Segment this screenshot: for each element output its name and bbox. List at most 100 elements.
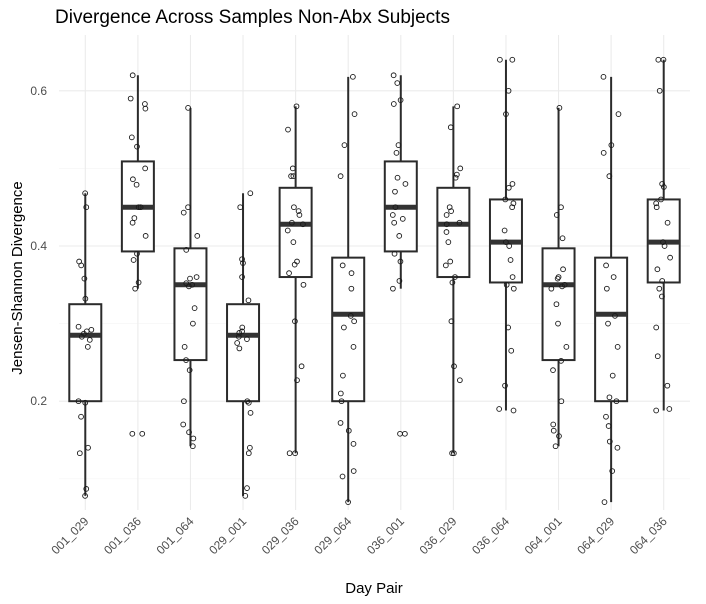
x-tick-label: 036_001 (364, 514, 407, 557)
data-point (244, 398, 251, 405)
data-point (666, 406, 673, 412)
data-point (78, 333, 85, 340)
data-point (142, 233, 149, 239)
data-point (609, 468, 616, 474)
box (68, 303, 103, 403)
data-point (285, 126, 291, 133)
point-layer (75, 56, 673, 505)
x-tick-label: 029_064 (311, 514, 354, 557)
data-point (667, 254, 673, 261)
x-tick-label: 036_064 (469, 514, 512, 557)
data-point (291, 261, 298, 268)
y-tick-label: 0.6 (30, 84, 47, 98)
data-point (550, 367, 556, 374)
data-point (558, 357, 564, 364)
data-point (550, 421, 557, 428)
data-point (142, 165, 149, 172)
data-point (604, 285, 610, 292)
data-point (298, 363, 305, 370)
data-point (653, 407, 660, 414)
data-point (509, 181, 516, 187)
data-point (390, 72, 397, 79)
data-point (133, 181, 140, 188)
data-point (397, 258, 404, 265)
data-point (510, 285, 517, 292)
data-point (505, 184, 512, 191)
data-point (601, 499, 608, 505)
data-point (288, 173, 294, 180)
data-point (453, 171, 460, 178)
data-point (76, 450, 83, 457)
y-tick-label: 0.4 (30, 239, 47, 253)
data-point (130, 176, 136, 183)
data-point (247, 444, 253, 451)
data-point (505, 87, 512, 94)
data-point (661, 243, 668, 249)
data-point (84, 344, 91, 350)
data-point (402, 181, 409, 187)
data-point (296, 212, 303, 218)
data-point (348, 285, 355, 292)
box (436, 186, 471, 279)
data-point (286, 450, 293, 457)
data-point (244, 336, 250, 342)
data-point (614, 344, 621, 350)
data-point (393, 150, 400, 156)
data-point (295, 208, 302, 214)
x-tick-label: 001_029 (48, 514, 91, 557)
data-point (660, 56, 667, 63)
data-point (558, 398, 565, 405)
data-point (293, 103, 300, 110)
data-point (186, 429, 192, 436)
data-point (559, 283, 565, 290)
data-point (610, 274, 617, 280)
x-tick-label: 064_036 (627, 514, 670, 557)
data-point (292, 318, 298, 325)
data-point (186, 283, 192, 290)
box (226, 303, 261, 403)
data-point (237, 204, 244, 211)
x-axis-title: Day Pair (345, 580, 403, 597)
data-point (664, 382, 671, 389)
data-point (656, 87, 663, 94)
data-point (83, 204, 90, 211)
data-point (390, 285, 396, 292)
y-tick-label: 0.2 (30, 394, 47, 408)
data-point (659, 181, 665, 187)
data-point (448, 208, 454, 214)
data-point (78, 262, 85, 269)
data-point (247, 190, 254, 197)
data-point (395, 142, 402, 148)
data-point (505, 324, 511, 331)
data-point (659, 293, 665, 300)
data-point (300, 281, 307, 288)
chart-title: Divergence Across Samples Non-Abx Subjec… (55, 7, 450, 28)
data-point (509, 204, 515, 211)
data-point (235, 333, 242, 340)
data-point (503, 111, 509, 117)
box (331, 256, 366, 403)
data-point (351, 318, 357, 325)
data-point (78, 413, 84, 420)
data-point (600, 150, 607, 156)
data-point (134, 143, 140, 150)
data-point (442, 262, 449, 269)
data-point (397, 97, 404, 103)
data-point (337, 390, 344, 397)
data-point (613, 398, 620, 405)
y-axis-title: Jensen-Shannon Divergence (9, 181, 26, 374)
data-point (339, 473, 346, 480)
data-point (457, 377, 463, 384)
data-point (452, 274, 458, 280)
data-point (615, 111, 622, 117)
data-point (563, 344, 570, 350)
data-point (447, 258, 454, 265)
data-point (337, 173, 344, 180)
data-point (239, 256, 245, 263)
data-point (180, 421, 187, 428)
data-point (556, 105, 563, 111)
data-point (185, 105, 191, 111)
data-point (664, 219, 671, 226)
data-point (82, 399, 89, 406)
